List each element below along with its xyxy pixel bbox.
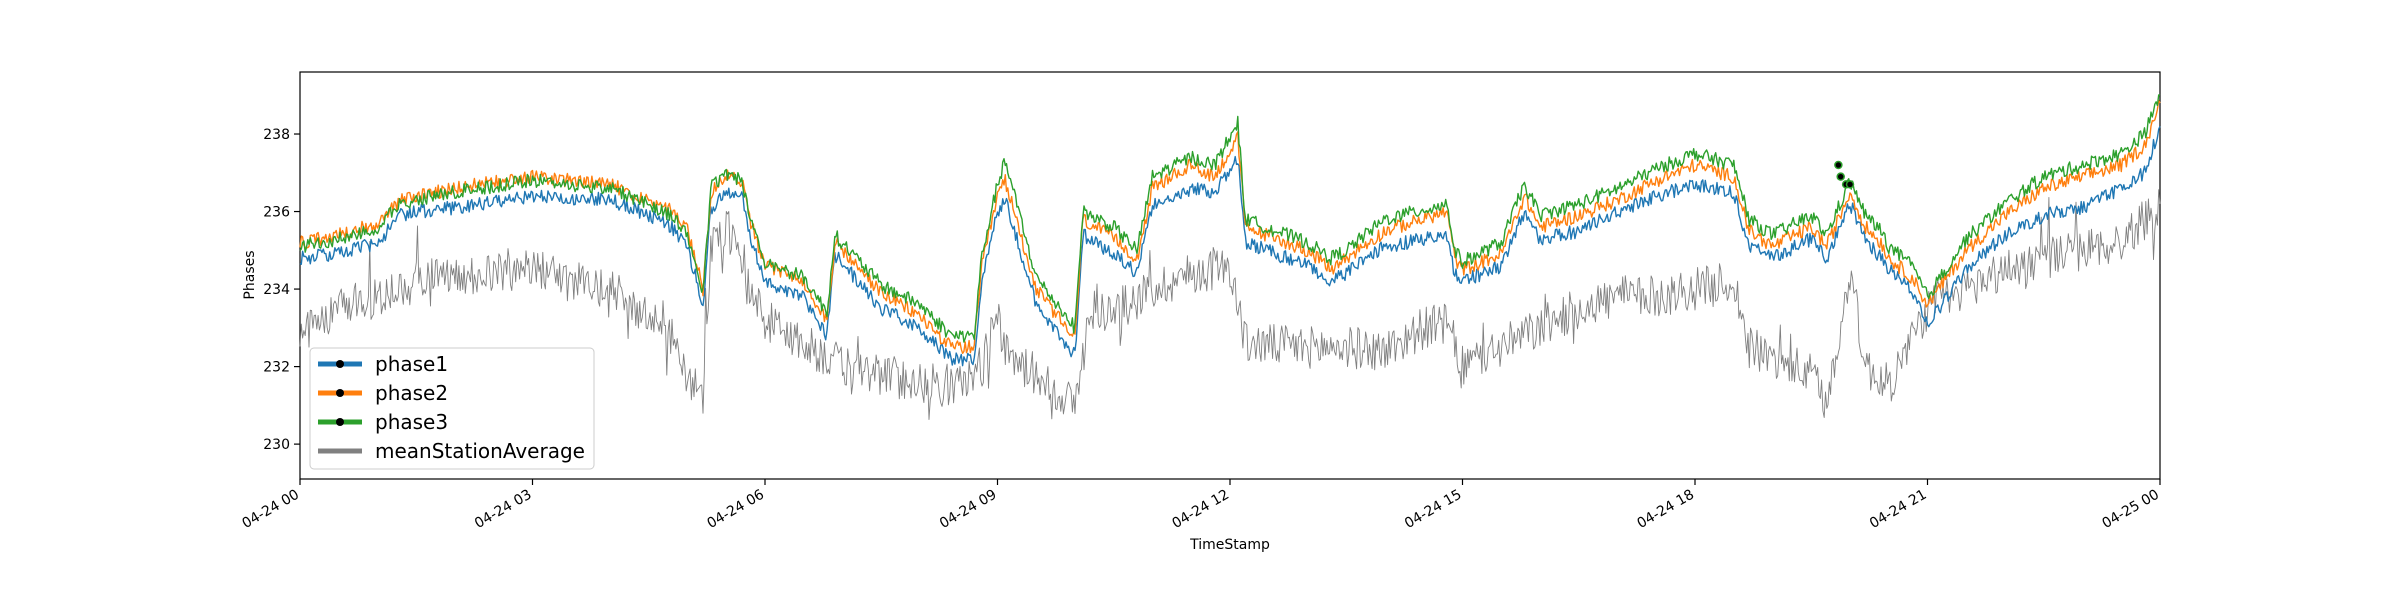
y-axis: 230 232 234 236 238 [263, 127, 300, 453]
legend-marker-phase1 [336, 360, 344, 368]
x-tick-label: 04-24 15 [1402, 487, 1465, 532]
x-tick-label: 04-24 12 [1169, 487, 1232, 532]
x-tick-label: 04-24 06 [704, 487, 767, 532]
legend-marker-phase2 [336, 389, 344, 397]
x-tick-label: 04-25 00 [2099, 487, 2162, 532]
data-marker-0 [1834, 160, 1843, 170]
legend: phase1 phase2 phase3 meanStationAverage [309, 347, 595, 470]
y-tick-label: 230 [263, 437, 290, 453]
data-marker-1 [1836, 172, 1845, 181]
legend-label-phase2: phase2 [375, 381, 448, 405]
y-tick-label: 234 [263, 282, 290, 298]
legend-label-meanStationAverage: meanStationAverage [375, 439, 585, 463]
y-axis-label: Phases [242, 250, 258, 299]
x-tick-label: 04-24 18 [1634, 487, 1697, 532]
x-tick-label: 04-24 21 [1867, 487, 1930, 532]
x-tick-label: 04-24 03 [472, 487, 535, 532]
y-tick-label: 238 [263, 127, 290, 143]
y-tick-label: 232 [263, 360, 290, 376]
x-axis: 04-24 00 04-24 03 04-24 06 04-24 09 04-24 12… [239, 479, 2162, 532]
legend-label-phase1: phase1 [375, 352, 448, 376]
series-line-phase1 [299, 126, 2161, 367]
data-marker-3 [1845, 180, 1855, 189]
series-line-meanStationAverage [299, 189, 2161, 420]
series-line-phase2 [299, 99, 2161, 354]
x-tick-label: 04-24 09 [937, 487, 1000, 532]
legend-marker-phase3 [336, 418, 344, 426]
x-axis-label: TimeStamp [1189, 537, 1270, 553]
x-tick-label: 04-24 00 [239, 487, 302, 532]
series-line-phase3 [299, 94, 2161, 343]
marker-layer [1834, 160, 1855, 189]
legend-box [309, 347, 595, 470]
legend-label-phase3: phase3 [375, 410, 448, 434]
y-tick-label: 236 [263, 205, 290, 221]
